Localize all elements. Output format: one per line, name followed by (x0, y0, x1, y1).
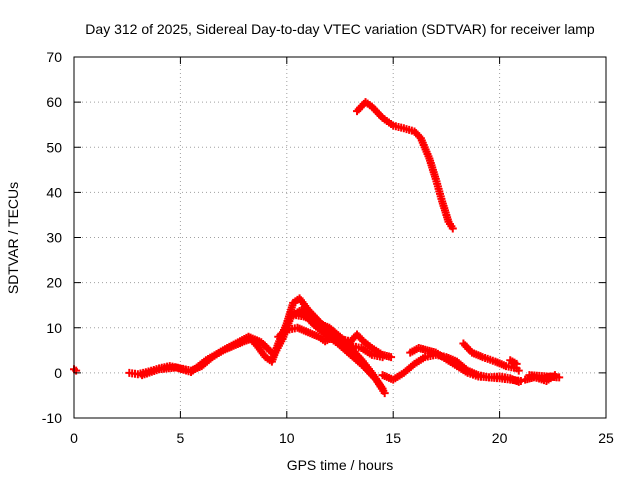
x-tick-label: 10 (279, 430, 295, 446)
x-tick-label: 0 (70, 430, 78, 446)
axis-ticks (73, 56, 607, 419)
y-tick-label: 70 (46, 49, 62, 65)
series-arc-e (353, 98, 457, 233)
x-tick-label: 15 (385, 430, 401, 446)
series-arc-h (459, 339, 523, 375)
data-point (378, 353, 387, 362)
y-tick-label: 10 (46, 320, 62, 336)
y-axis-label: SDTVAR / TECUs (5, 182, 21, 294)
data-point (508, 358, 517, 367)
tick-labels: 0 5 10 15 20 25 -10 0 10 20 30 40 50 60 70 (42, 49, 614, 446)
series-arc-d (287, 310, 387, 362)
data-point (514, 366, 523, 375)
data-point (514, 377, 523, 386)
y-tick-label: 0 (54, 365, 62, 381)
chart-title: Day 312 of 2025, Sidereal Day-to-day VTE… (85, 21, 595, 37)
series-arc-j (521, 371, 564, 385)
x-tick-label: 5 (177, 430, 185, 446)
series-arc-g (406, 344, 523, 386)
data-markers (70, 98, 564, 398)
data-point (448, 224, 457, 233)
x-tick-label: 25 (598, 430, 614, 446)
series-arc-i (506, 356, 521, 368)
y-tick-label: 20 (46, 275, 62, 291)
data-point (387, 353, 396, 362)
y-tick-label: -10 (42, 410, 62, 426)
x-tick-label: 20 (492, 430, 508, 446)
y-tick-label: 50 (46, 139, 62, 155)
x-axis-label: GPS time / hours (287, 457, 394, 473)
data-point (380, 389, 389, 398)
grid-lines (74, 57, 606, 418)
y-tick-label: 30 (46, 230, 62, 246)
data-point (550, 371, 559, 380)
y-tick-label: 60 (46, 94, 62, 110)
y-tick-label: 40 (46, 184, 62, 200)
